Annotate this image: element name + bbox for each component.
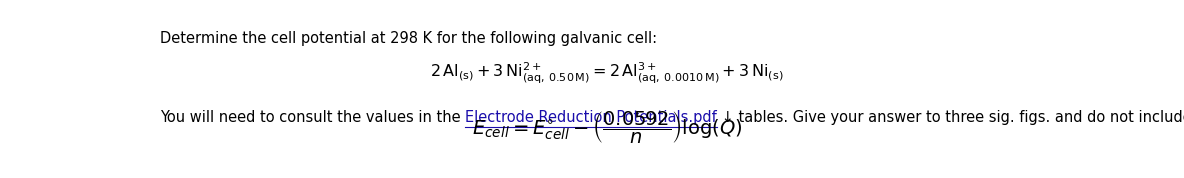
Text: $\mathregular{2\,Al_{(s)} + 3\,Ni^{2+}_{(aq,\,0.50\,M)} = 2\,Al^{3+}_{(aq,\,0.00: $\mathregular{2\,Al_{(s)} + 3\,Ni^{2+}_{… xyxy=(430,61,784,86)
Text: $E_{cell} = E^{\circ}_{cell} - \left(\dfrac{0.0592}{n}\right)\log(Q)$: $E_{cell} = E^{\circ}_{cell} - \left(\df… xyxy=(471,109,742,145)
Text: Electrode Reduction Potentials.pdf: Electrode Reduction Potentials.pdf xyxy=(465,110,718,125)
Text: You will need to consult the values in the: You will need to consult the values in t… xyxy=(160,110,465,125)
Text: Determine the cell potential at 298 K for the following galvanic cell:: Determine the cell potential at 298 K fo… xyxy=(160,31,657,46)
Text: ↓ tables. Give your answer to three sig. figs. and do not include the unit in th: ↓ tables. Give your answer to three sig.… xyxy=(718,110,1184,125)
